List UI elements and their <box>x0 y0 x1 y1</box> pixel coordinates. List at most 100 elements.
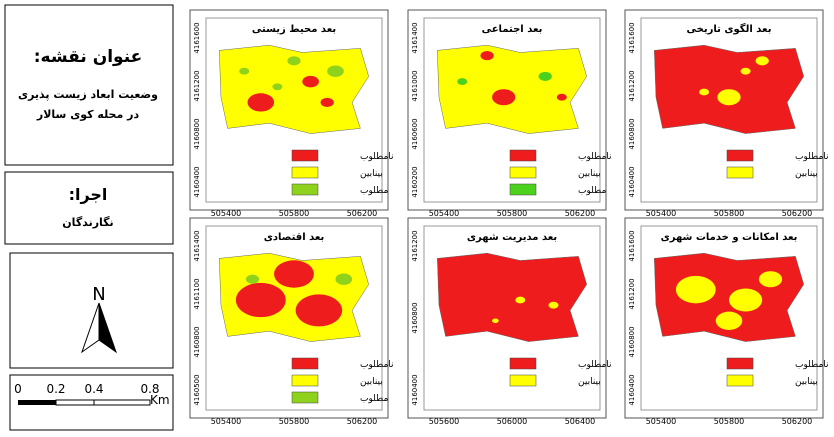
map-neatline <box>640 225 818 411</box>
y-tick-label: 4160400 <box>193 166 201 197</box>
x-tick-label: 505800 <box>279 417 310 426</box>
scale-segment <box>93 399 151 406</box>
scale-tick-label: 0.8 <box>140 382 159 396</box>
map-title: بعد الگوی تاریخی <box>687 22 772 35</box>
x-tick-label: 506200 <box>347 417 378 426</box>
y-tick-label: 4161400 <box>193 230 201 261</box>
legend-swatch <box>291 183 319 196</box>
credit-box <box>4 171 174 245</box>
legend-swatch <box>509 183 537 196</box>
map-title: بعد محیط زیستی <box>252 24 336 35</box>
legend-label: مطلوب <box>578 186 606 196</box>
zone <box>492 318 499 324</box>
x-tick-label: 506200 <box>782 209 813 218</box>
y-tick-label: 4160600 <box>411 118 419 149</box>
zone <box>247 93 275 112</box>
legend-swatch <box>726 149 754 162</box>
x-tick-label: 505600 <box>429 417 460 426</box>
y-tick-label: 4160400 <box>628 166 636 197</box>
legend-label: مطلوب <box>360 394 388 404</box>
legend-swatch <box>291 166 319 179</box>
zone <box>717 89 741 106</box>
x-tick-label: 505400 <box>646 209 677 218</box>
x-tick-label: 505800 <box>714 209 745 218</box>
y-tick-label: 4161100 <box>193 278 201 309</box>
legend-swatch <box>726 357 754 370</box>
scale-tick-label: 0.4 <box>84 382 103 396</box>
north-label: N <box>92 284 105 305</box>
legend-swatch <box>509 374 537 387</box>
legend-label: نامطلوب <box>578 152 612 162</box>
zone <box>675 275 716 304</box>
legend-label: مطلوب <box>360 186 388 196</box>
legend-swatch <box>509 166 537 179</box>
y-tick-label: 4160200 <box>411 166 419 197</box>
zone <box>335 273 353 285</box>
map-area <box>437 252 587 342</box>
zone <box>320 97 334 107</box>
scale-unit: Km <box>150 393 170 407</box>
scale-bar <box>18 399 151 406</box>
legend-label: بینابین <box>360 377 383 387</box>
legend-swatch <box>291 391 319 404</box>
north-box <box>9 252 174 369</box>
zone <box>548 301 559 309</box>
legend-label: بینابین <box>360 169 383 179</box>
map-panel: بعد مدیریت شهری 505600 506000 506400 4161200… <box>407 217 612 426</box>
legend-label: نامطلوب <box>360 360 394 370</box>
zone <box>274 260 314 288</box>
zone <box>245 274 260 284</box>
zone <box>295 294 343 327</box>
y-tick-label: 4161000 <box>411 70 419 101</box>
zone <box>755 56 769 66</box>
map-title: بعد مدیریت شهری <box>467 232 557 243</box>
scale-box <box>9 374 174 431</box>
legend-label: نامطلوب <box>795 152 829 162</box>
zone <box>480 51 494 61</box>
zone <box>699 88 710 96</box>
zone <box>235 282 286 318</box>
credit-label: اجرا: <box>69 185 108 204</box>
legend-swatch <box>291 374 319 387</box>
x-tick-label: 505800 <box>714 417 745 426</box>
x-tick-label: 505400 <box>211 209 242 218</box>
y-tick-label: 4160400 <box>628 374 636 405</box>
x-tick-label: 506200 <box>347 209 378 218</box>
legend-swatch <box>291 357 319 370</box>
y-tick-label: 4161200 <box>628 70 636 101</box>
map-neatline <box>205 225 383 411</box>
zone <box>287 56 301 66</box>
legend-swatch <box>509 149 537 162</box>
zone <box>556 93 567 101</box>
legend-label: نامطلوب <box>795 360 829 370</box>
zone <box>492 89 516 106</box>
x-tick-label: 506200 <box>782 417 813 426</box>
map-neatline <box>423 225 601 411</box>
title-label: عنوان نقشه: <box>34 47 143 67</box>
zone <box>327 65 344 77</box>
y-tick-label: 4161600 <box>193 22 201 53</box>
y-tick-label: 4160800 <box>628 118 636 149</box>
x-tick-label: 505400 <box>646 417 677 426</box>
y-tick-label: 4161200 <box>411 230 419 261</box>
x-tick-label: 506000 <box>497 417 528 426</box>
map-area <box>437 44 587 134</box>
legend-label: نامطلوب <box>360 152 394 162</box>
zone <box>272 83 283 91</box>
x-tick-label: 506200 <box>565 209 596 218</box>
map-panel: بعد محیط زیستی 505400 505800 506200 4161600 4… <box>189 9 394 218</box>
zone <box>239 67 250 75</box>
map-panel: بعد الگوی تاریخی 505400 505800 506200 416160… <box>624 9 829 218</box>
x-tick-label: 505800 <box>497 209 528 218</box>
north-arrow <box>98 302 117 354</box>
y-tick-label: 4160800 <box>193 326 201 357</box>
zone <box>302 75 319 88</box>
map-title: بعد اقتصادی <box>264 232 325 243</box>
map-panel: بعد امکانات و خدمات شهری 505400 505800 5062… <box>624 217 829 426</box>
zone <box>457 78 468 86</box>
zone <box>515 296 526 304</box>
x-tick-label: 505800 <box>279 209 310 218</box>
zone <box>715 311 743 330</box>
legend-swatch <box>509 357 537 370</box>
